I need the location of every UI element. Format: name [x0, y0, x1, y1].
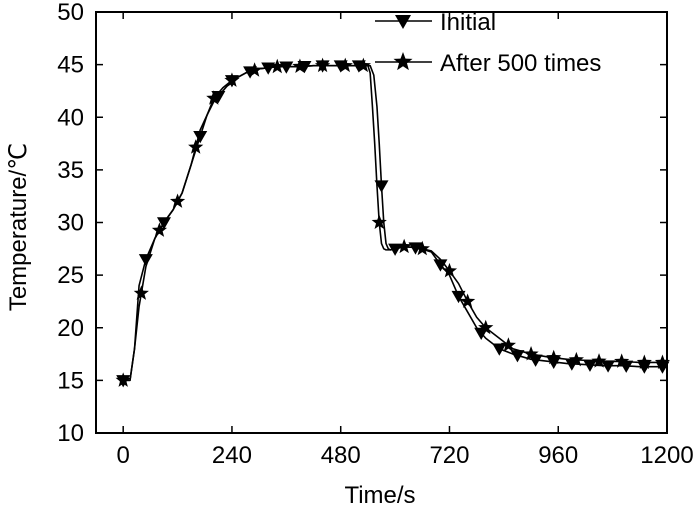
triangle-point — [388, 243, 403, 256]
star-point — [133, 285, 149, 300]
star-point — [478, 319, 494, 335]
series-layer — [115, 57, 671, 388]
legend: Initial After 500 times — [375, 9, 601, 77]
x-tick-label: 960 — [538, 442, 578, 469]
triangle-point — [451, 290, 466, 304]
star-point — [269, 58, 285, 74]
star-point — [546, 349, 562, 365]
legend-star-marker — [393, 52, 413, 71]
star-point — [337, 57, 353, 73]
star-point — [292, 58, 308, 73]
star-point — [355, 57, 371, 73]
star-point — [414, 240, 430, 256]
x-tick-label: 720 — [429, 442, 469, 469]
star-point — [247, 62, 263, 77]
star-point — [151, 222, 168, 237]
legend-triangle-marker — [395, 15, 411, 29]
star-point — [169, 193, 186, 208]
series-line — [123, 64, 667, 382]
y-tick-label: 10 — [57, 420, 84, 447]
star-point — [188, 139, 204, 154]
series-line — [123, 64, 667, 382]
triangle-point — [637, 361, 652, 374]
x-tick-label: 1200 — [640, 442, 693, 469]
triangle-point — [510, 350, 525, 363]
star-point — [500, 337, 516, 352]
star-point — [459, 293, 476, 308]
star-point — [523, 346, 539, 361]
triangle-point — [433, 259, 448, 272]
y-tick-label: 35 — [57, 157, 84, 184]
triangle-point — [193, 130, 208, 144]
y-tick-label: 40 — [57, 104, 84, 131]
star-point — [441, 262, 458, 278]
y-tick-label: 45 — [57, 52, 84, 79]
star-point — [636, 354, 652, 369]
triangle-point — [374, 180, 389, 193]
y-tick-label: 15 — [57, 367, 84, 394]
star-point — [224, 72, 240, 87]
y-tick-label: 20 — [57, 315, 84, 342]
triangle-point — [546, 356, 561, 369]
y-axis-title: Temperature/℃ — [5, 143, 32, 311]
y-tick-label: 30 — [57, 210, 84, 237]
star-point — [591, 353, 607, 368]
triangle-point — [492, 343, 507, 356]
star-point — [396, 238, 412, 254]
star-point — [654, 354, 671, 369]
plot-frame — [95, 11, 668, 434]
triangle-point — [408, 242, 423, 255]
star-point — [568, 351, 584, 367]
legend-label: Initial — [440, 9, 496, 36]
x-axis-title: Time/s — [344, 482, 415, 508]
triangle-point — [582, 359, 597, 372]
x-tick-label: 240 — [212, 442, 252, 469]
x-tick-label: 0 — [117, 442, 130, 469]
axis-ticks: 0 240 480 720 960 1200 10 15 20 25 30 35 40 45 50 — [57, 0, 693, 469]
y-tick-label: 25 — [57, 262, 84, 289]
star-point — [206, 90, 222, 105]
series-1 — [115, 57, 671, 387]
y-tick-label: 50 — [57, 0, 84, 26]
star-point — [371, 214, 387, 229]
triangle-point — [655, 361, 670, 374]
series-0 — [116, 60, 670, 388]
star-point — [314, 57, 331, 73]
x-tick-label: 480 — [321, 442, 361, 469]
star-point — [115, 372, 131, 387]
triangle-point — [601, 360, 616, 373]
star-point — [614, 353, 630, 368]
legend-label: After 500 times — [440, 50, 601, 77]
